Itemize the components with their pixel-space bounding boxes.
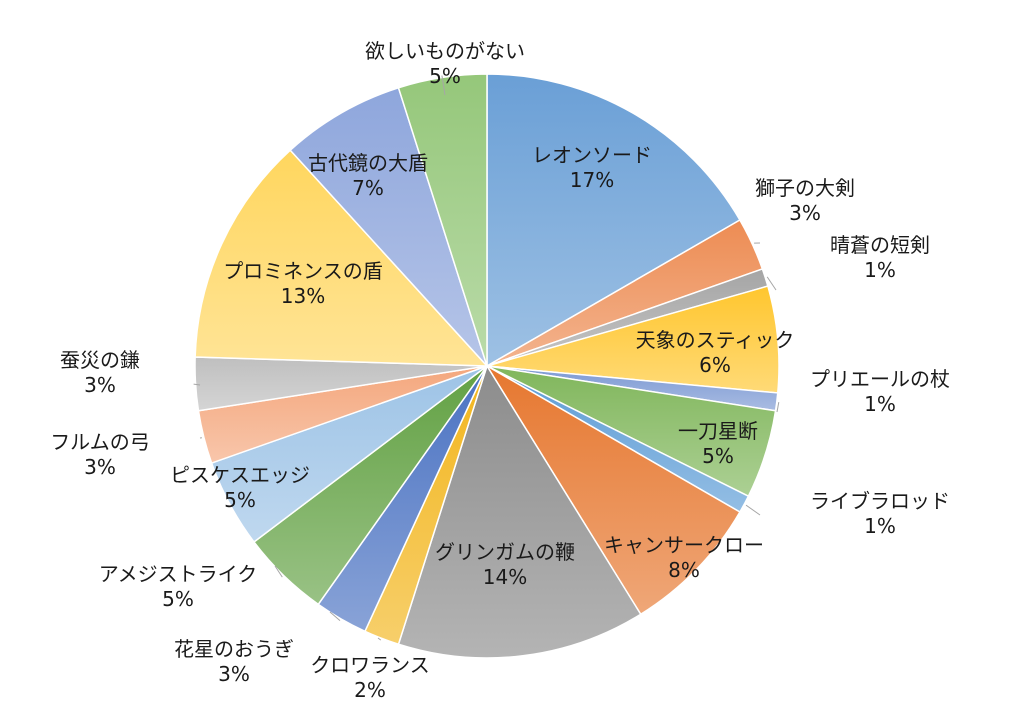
slice-label-name: プロミネンスの盾 xyxy=(223,259,383,283)
slice-label: キャンサークロー 8% xyxy=(604,533,764,582)
leader-line xyxy=(441,75,446,96)
slice-label-name: 晴蒼の短剣 xyxy=(830,233,930,257)
pie-slices xyxy=(194,73,780,659)
slice-label: 獅子の大剣 3% xyxy=(755,176,855,225)
leader-line xyxy=(329,611,341,621)
slice-label-name: アメジストライク xyxy=(99,562,258,586)
slice-label-name: 花星のおうぎ xyxy=(174,637,294,661)
slice-label-percent: 1% xyxy=(864,392,896,416)
pie-slice xyxy=(486,365,741,616)
slice-label: 天象のスティック 6% xyxy=(636,328,795,377)
leader-line xyxy=(193,383,201,386)
pie-slice xyxy=(397,364,642,659)
slice-label: グリンガムの鞭 14% xyxy=(435,540,575,589)
slice-label-percent: 2% xyxy=(354,678,386,702)
slice-label-percent: 5% xyxy=(224,488,256,512)
slice-label: 欲しいものがない 5% xyxy=(365,39,525,88)
slice-label-name: 獅子の大剣 xyxy=(755,176,855,200)
pie-slice xyxy=(486,73,741,368)
slice-label: プリエールの杖 1% xyxy=(810,367,950,416)
pie-slice xyxy=(194,149,489,367)
slice-label-percent: 1% xyxy=(864,258,896,282)
slice-label-percent: 3% xyxy=(789,201,821,225)
slice-label-percent: 8% xyxy=(668,558,700,582)
slice-label-name: プリエールの杖 xyxy=(810,367,950,391)
slice-label-name: 蚕災の鎌 xyxy=(60,348,140,372)
slice-label-name: クロワランス xyxy=(310,653,430,677)
slice-label-percent: 3% xyxy=(84,455,116,479)
slice-label-name: ピスケスエッジ xyxy=(170,463,310,487)
slice-label: 花星のおうぎ 3% xyxy=(174,637,294,686)
leader-line xyxy=(377,637,382,641)
slice-label-name: 天象のスティック xyxy=(636,328,795,352)
slice-label: アメジストライク 5% xyxy=(99,562,258,611)
slice-label-name: キャンサークロー xyxy=(604,533,764,557)
slice-label-name: 古代鏡の大盾 xyxy=(308,151,428,175)
slice-labels: レオンソード 17% 獅子の大剣 3%晴蒼の短剣 1%天象のスティック 6%プリエールの杖… xyxy=(50,39,950,702)
slice-label-name: ライブラロッド xyxy=(810,489,950,513)
pie-slice xyxy=(289,86,488,367)
slice-label-percent: 7% xyxy=(352,176,384,200)
slice-label-name: レオンソード xyxy=(532,143,652,167)
slice-label-name: 欲しいものがない xyxy=(365,39,525,63)
slice-label-percent: 1% xyxy=(864,514,896,538)
slice-label-percent: 5% xyxy=(702,444,734,468)
slice-label-percent: 3% xyxy=(218,662,250,686)
slice-label-percent: 5% xyxy=(429,64,461,88)
slice-label-percent: 6% xyxy=(699,353,731,377)
leader-line xyxy=(766,276,777,291)
slice-label: 蚕災の鎌 3% xyxy=(60,348,140,397)
slice-label: クロワランス 2% xyxy=(310,653,430,702)
slice-label-percent: 17% xyxy=(570,168,614,192)
slice-label: 一刀星断 5% xyxy=(678,419,758,468)
slice-label: ピスケスエッジ 5% xyxy=(170,463,310,512)
slice-label-percent: 5% xyxy=(162,587,194,611)
slice-label-percent: 3% xyxy=(84,373,116,397)
slice-label: フルムの弓 3% xyxy=(50,430,150,479)
leader-lines xyxy=(193,75,780,641)
leader-line xyxy=(745,504,761,516)
slice-label: 晴蒼の短剣 1% xyxy=(830,233,930,282)
slice-label-name: グリンガムの鞭 xyxy=(435,540,575,564)
slice-label-name: 一刀星断 xyxy=(678,419,758,443)
leader-line xyxy=(776,402,780,413)
slice-label: ライブラロッド 1% xyxy=(810,489,950,538)
leader-line xyxy=(274,565,283,578)
slice-label-percent: 13% xyxy=(281,284,325,308)
slice-label: 古代鏡の大盾 7% xyxy=(308,151,428,200)
slice-label-name: フルムの弓 xyxy=(50,430,150,454)
slice-label: プロミネンスの盾 13% xyxy=(223,259,383,308)
slice-label: レオンソード 17% xyxy=(532,143,652,192)
slice-label-percent: 14% xyxy=(483,565,527,589)
